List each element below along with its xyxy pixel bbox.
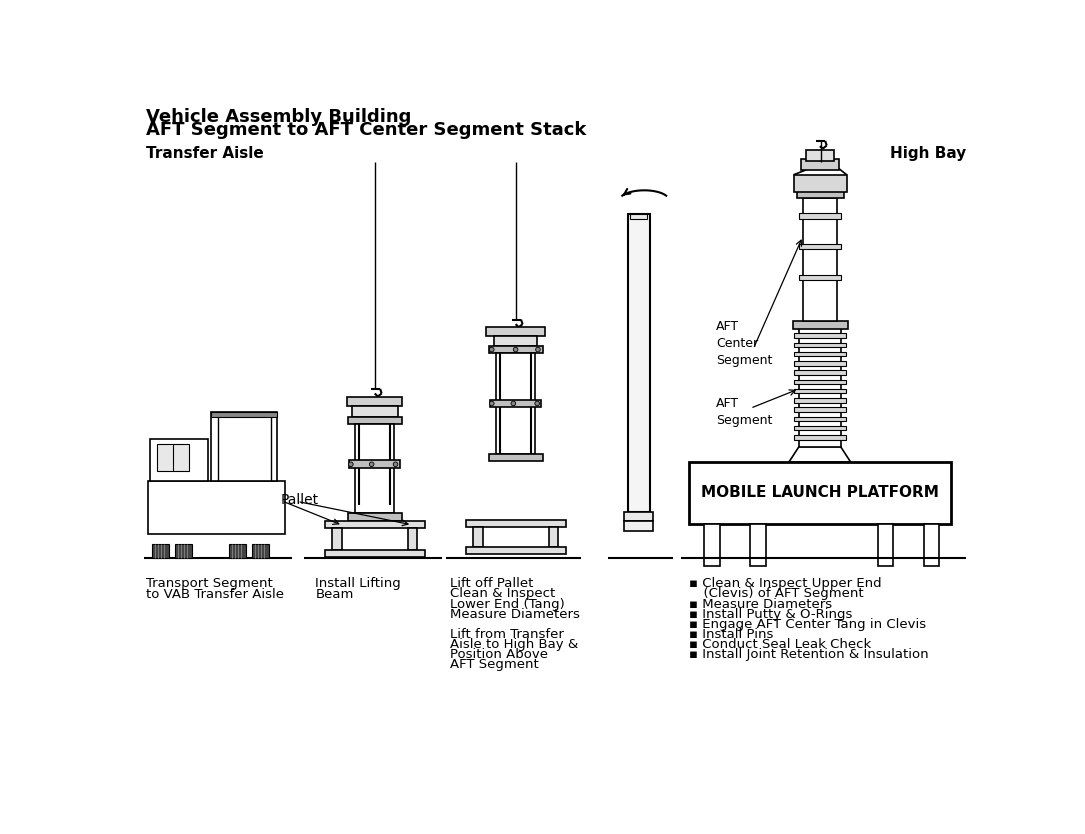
Bar xyxy=(486,327,545,336)
Text: ▪ Engage AFT Center Tang in Clevis: ▪ Engage AFT Center Tang in Clevis xyxy=(689,617,926,631)
Bar xyxy=(488,454,542,461)
Text: Vehicle Assembly Building: Vehicle Assembly Building xyxy=(146,108,411,126)
Bar xyxy=(806,150,833,161)
Text: ▪ Clean & Inspect Upper End: ▪ Clean & Inspect Upper End xyxy=(689,577,881,590)
Bar xyxy=(794,398,846,403)
Text: Install Lifting: Install Lifting xyxy=(316,577,401,590)
Text: Transfer Aisle: Transfer Aisle xyxy=(146,146,264,161)
Bar xyxy=(176,545,192,558)
Text: Measure Diameters: Measure Diameters xyxy=(450,607,580,620)
Bar xyxy=(794,416,846,421)
Circle shape xyxy=(369,462,374,466)
Bar xyxy=(150,439,207,481)
Bar xyxy=(349,460,400,468)
Bar xyxy=(356,425,394,513)
Bar xyxy=(408,528,417,550)
Text: Position Above: Position Above xyxy=(450,647,548,661)
Text: Clean & Inspect: Clean & Inspect xyxy=(450,587,556,600)
Bar xyxy=(324,550,425,557)
Circle shape xyxy=(511,401,515,406)
Circle shape xyxy=(489,401,494,406)
Bar xyxy=(324,520,425,528)
Bar xyxy=(794,361,846,366)
Bar xyxy=(157,445,189,471)
Text: (Clevis) of AFT Segment: (Clevis) of AFT Segment xyxy=(695,587,864,600)
Text: ▪ Measure Diameters: ▪ Measure Diameters xyxy=(689,597,832,610)
Circle shape xyxy=(348,462,353,466)
Text: AFT
Center
Segment: AFT Center Segment xyxy=(716,319,773,366)
Bar xyxy=(794,389,846,394)
Bar xyxy=(212,412,277,416)
Bar xyxy=(793,321,847,329)
Bar xyxy=(490,399,541,407)
Text: AFT Segment: AFT Segment xyxy=(450,657,539,671)
Bar xyxy=(473,527,483,546)
Bar xyxy=(799,214,841,219)
Bar xyxy=(332,528,342,550)
Text: Beam: Beam xyxy=(316,588,354,601)
Bar xyxy=(148,481,284,534)
Bar xyxy=(624,512,653,521)
Bar xyxy=(704,524,719,566)
Bar xyxy=(496,354,535,454)
Text: Transport Segment: Transport Segment xyxy=(146,577,272,590)
Text: AFT
Segment: AFT Segment xyxy=(716,396,773,426)
Bar xyxy=(794,370,846,375)
Bar xyxy=(152,545,169,558)
Circle shape xyxy=(535,401,539,406)
Text: High Bay: High Bay xyxy=(890,146,966,161)
Circle shape xyxy=(393,462,398,466)
Bar xyxy=(689,462,950,524)
Text: Lift from Transfer: Lift from Transfer xyxy=(450,627,564,641)
Text: Aisle to High Bay &: Aisle to High Bay & xyxy=(450,637,578,651)
Bar xyxy=(212,412,277,481)
Text: ▪ Install Joint Retention & Insulation: ▪ Install Joint Retention & Insulation xyxy=(689,647,929,661)
Bar xyxy=(624,521,653,530)
Bar xyxy=(801,159,839,170)
Bar xyxy=(794,426,846,430)
Bar xyxy=(253,545,269,558)
Text: Lift off Pallet: Lift off Pallet xyxy=(450,577,534,590)
Bar xyxy=(348,513,401,520)
Bar xyxy=(793,175,846,192)
Bar xyxy=(803,198,838,321)
Text: to VAB Transfer Aisle: to VAB Transfer Aisle xyxy=(146,588,284,601)
Bar xyxy=(347,396,403,406)
Polygon shape xyxy=(789,446,851,462)
Bar xyxy=(549,527,558,546)
Bar xyxy=(794,379,846,384)
Bar xyxy=(794,343,846,347)
Bar xyxy=(348,416,401,425)
Bar xyxy=(352,406,398,416)
Text: Pallet: Pallet xyxy=(281,493,319,507)
Bar xyxy=(488,346,542,354)
Bar xyxy=(494,336,537,346)
Bar xyxy=(923,524,940,566)
Circle shape xyxy=(513,347,518,352)
Text: ▪ Conduct Seal Leak Check: ▪ Conduct Seal Leak Check xyxy=(689,637,871,651)
Bar xyxy=(794,435,846,440)
Text: MOBILE LAUNCH PLATFORM: MOBILE LAUNCH PLATFORM xyxy=(701,485,939,500)
Bar xyxy=(799,275,841,280)
Bar xyxy=(794,407,846,412)
Bar xyxy=(229,545,246,558)
Bar xyxy=(751,524,766,566)
Bar xyxy=(794,334,846,338)
Bar xyxy=(465,546,565,555)
Text: ▪ Install Putty & O-Rings: ▪ Install Putty & O-Rings xyxy=(689,607,852,620)
Bar xyxy=(794,352,846,356)
Bar xyxy=(799,244,841,249)
Bar xyxy=(799,327,841,446)
Circle shape xyxy=(536,347,540,352)
Bar xyxy=(796,190,844,198)
Circle shape xyxy=(489,347,494,352)
Bar xyxy=(878,524,893,566)
Bar xyxy=(465,520,565,527)
Text: Lower End (Tang): Lower End (Tang) xyxy=(450,597,565,610)
Text: AFT Segment to AFT Center Segment Stack: AFT Segment to AFT Center Segment Stack xyxy=(146,121,586,139)
Text: ▪ Install Pins: ▪ Install Pins xyxy=(689,627,774,641)
Bar xyxy=(630,214,648,219)
Bar xyxy=(628,214,650,512)
